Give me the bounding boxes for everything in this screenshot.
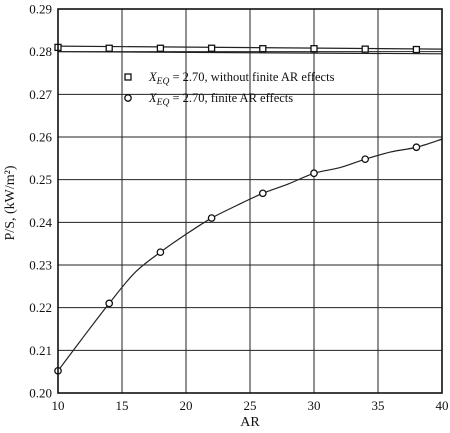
- x-axis-label: AR: [240, 415, 260, 430]
- legend-series-1-rest: = 2.70, without finite AR effects: [169, 70, 334, 84]
- legend-series-2-sub: EQ: [156, 98, 170, 108]
- data-point-circle: [156, 248, 165, 257]
- x-tick-label: 25: [244, 398, 257, 413]
- y-tick-label: 0.22: [29, 300, 52, 315]
- legend-circle-marker: [124, 94, 132, 102]
- y-tick-label: 0.24: [29, 215, 52, 230]
- plot-frame: [57, 8, 443, 394]
- legend-series-2-main: X: [148, 91, 158, 105]
- data-point-square: [156, 44, 165, 52]
- data-point-square: [361, 45, 369, 53]
- y-tick-label: 0.28: [29, 44, 52, 59]
- data-point-square: [207, 44, 216, 52]
- data-point-circle: [207, 214, 216, 222]
- x-tick-label: 30: [308, 398, 321, 413]
- data-point-circle: [361, 155, 370, 164]
- legend: XEQ = 2.70, without finite AR effects XE…: [124, 70, 335, 108]
- legend-series-1-main: X: [148, 70, 158, 84]
- tick-label-layer: 10 15 20 25 30 35 40 0.20 0.21 0.22 0.23 0.24 0.25 0.…: [29, 2, 448, 414]
- data-point-square: [412, 45, 421, 54]
- legend-square-marker: [124, 73, 132, 81]
- data-point-square: [105, 44, 113, 52]
- legend-series-2-rest: = 2.70, finite AR effects: [169, 91, 293, 105]
- y-tick-label: 0.23: [29, 258, 52, 273]
- y-tick-label: 0.20: [29, 386, 52, 401]
- x-tick-label: 35: [372, 398, 385, 413]
- y-tick-label: 0.21: [29, 343, 52, 358]
- legend-label-series-1: XEQ = 2.70, without finite AR effects: [148, 70, 335, 87]
- data-point-square: [310, 45, 318, 53]
- y-tick-label: 0.26: [29, 130, 52, 145]
- series-line-3: [57, 51, 443, 55]
- legend-label-series-2: XEQ = 2.70, finite AR effects: [148, 91, 293, 108]
- data-point-circle: [105, 299, 114, 308]
- y-axis-label: P/S, (kW/m²): [3, 165, 18, 240]
- data-point-square: [259, 45, 267, 53]
- data-point-circle: [412, 143, 421, 152]
- data-point-circle: [310, 169, 318, 178]
- x-tick-label: 20: [180, 398, 193, 413]
- data-point-circle: [258, 189, 267, 198]
- x-tick-label: 10: [52, 398, 65, 413]
- grid-layer: [58, 9, 442, 393]
- x-tick-label: 40: [436, 398, 449, 413]
- curve-layer: [57, 45, 443, 372]
- series-line-1: [57, 45, 443, 50]
- marker-layer: [54, 43, 421, 375]
- series-line-2: [57, 138, 443, 372]
- legend-series-1-sub: EQ: [156, 77, 170, 87]
- x-tick-label: 15: [116, 398, 129, 413]
- y-tick-label: 0.27: [29, 87, 52, 102]
- y-tick-label: 0.29: [29, 2, 52, 17]
- y-tick-label: 0.25: [29, 172, 52, 187]
